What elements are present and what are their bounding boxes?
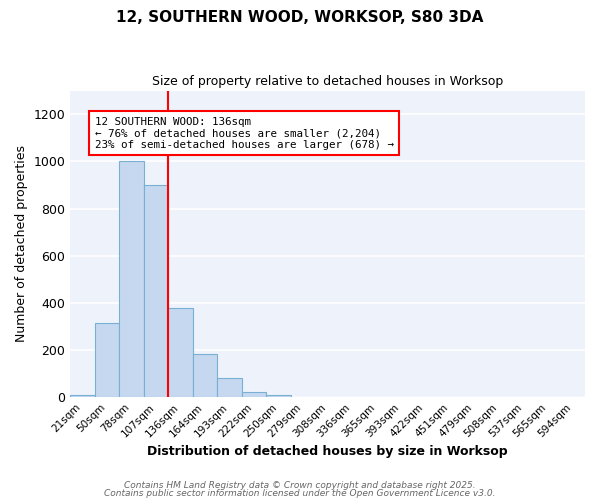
Bar <box>95 323 119 397</box>
Bar <box>70 395 95 397</box>
Text: 12 SOUTHERN WOOD: 136sqm
← 76% of detached houses are smaller (2,204)
23% of sem: 12 SOUTHERN WOOD: 136sqm ← 76% of detach… <box>95 116 394 150</box>
Y-axis label: Number of detached properties: Number of detached properties <box>15 146 28 342</box>
Bar <box>193 354 217 397</box>
Title: Size of property relative to detached houses in Worksop: Size of property relative to detached ho… <box>152 75 503 88</box>
Bar <box>169 308 193 397</box>
Text: Contains HM Land Registry data © Crown copyright and database right 2025.: Contains HM Land Registry data © Crown c… <box>124 481 476 490</box>
Text: 12, SOUTHERN WOOD, WORKSOP, S80 3DA: 12, SOUTHERN WOOD, WORKSOP, S80 3DA <box>116 10 484 25</box>
Bar <box>242 392 266 397</box>
Bar <box>217 378 242 397</box>
Bar <box>119 162 144 397</box>
Text: Contains public sector information licensed under the Open Government Licence v3: Contains public sector information licen… <box>104 488 496 498</box>
Bar <box>266 396 291 397</box>
Bar <box>144 185 169 397</box>
X-axis label: Distribution of detached houses by size in Worksop: Distribution of detached houses by size … <box>148 444 508 458</box>
